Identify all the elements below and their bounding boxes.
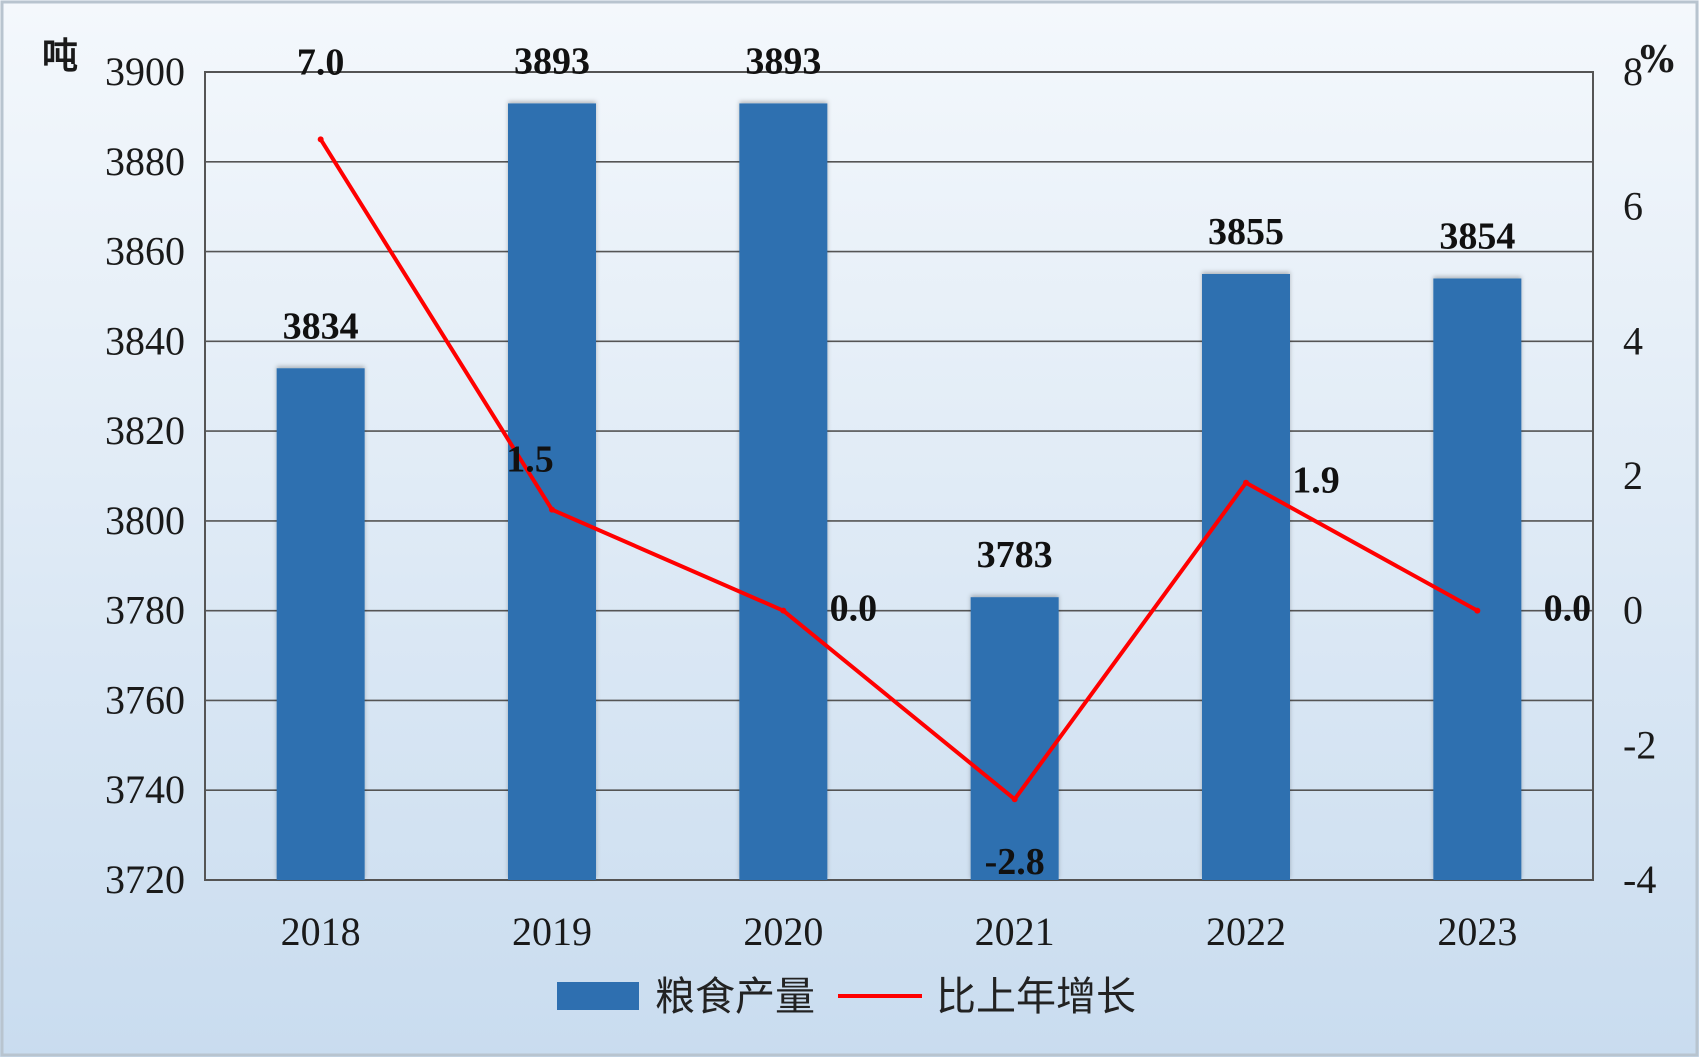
x-tick-label: 2020	[743, 909, 823, 954]
growth-point	[1243, 479, 1249, 486]
axis-labels: 3720 3740 3760 3780 3800 3820 3840 3860 3880 3900…	[105, 49, 1656, 954]
right-tick-label: -4	[1623, 857, 1656, 902]
bar-value-label: 3854	[1439, 215, 1515, 257]
bar	[739, 103, 828, 880]
legend-line-label: 比上年增长	[936, 974, 1136, 1020]
growth-point	[549, 506, 555, 513]
bar-value-label: 3834	[283, 305, 359, 347]
line-value-label: 7.0	[297, 41, 345, 83]
left-tick-label: 3860	[105, 229, 185, 274]
grid-lines	[204, 71, 1594, 881]
x-tick-label: 2022	[1206, 909, 1286, 954]
left-tick-label: 3740	[105, 767, 185, 812]
legend-bar-label: 粮食产量	[655, 974, 815, 1020]
line-series	[317, 136, 1481, 803]
x-tick-label: 2019	[512, 909, 592, 954]
bar-series	[276, 103, 1522, 880]
growth-point	[1011, 796, 1018, 803]
growth-point	[780, 607, 787, 614]
bar	[1202, 274, 1290, 880]
right-tick-label: 8	[1623, 49, 1643, 94]
left-tick-label: 3840	[105, 318, 185, 363]
right-tick-label: 4	[1623, 318, 1643, 363]
left-tick-label: 3780	[105, 588, 185, 633]
left-tick-label: 3720	[105, 857, 185, 902]
legend-bar-swatch	[557, 982, 639, 1010]
bar	[970, 597, 1059, 880]
x-tick-label: 2023	[1437, 909, 1517, 954]
line-value-label: 0.0	[1544, 588, 1592, 630]
right-tick-label: 0	[1623, 588, 1643, 633]
right-tick-label: 6	[1623, 184, 1643, 229]
right-tick-label: -2	[1623, 722, 1656, 767]
line-value-label: 1.5	[506, 439, 554, 481]
right-tick-label: 2	[1623, 453, 1643, 498]
left-axis-unit: 吨	[42, 35, 78, 77]
bar-value-label: 3783	[977, 534, 1053, 576]
left-tick-label: 3880	[105, 139, 185, 184]
growth-line	[318, 138, 1479, 802]
right-axis-unit: %	[1640, 39, 1674, 81]
bar-value-label: 3893	[745, 40, 821, 82]
growth-point	[1474, 607, 1481, 614]
line-value-label: 1.9	[1292, 460, 1340, 502]
line-value-label: 0.0	[830, 588, 878, 630]
line-value-label: -2.8	[985, 841, 1045, 883]
bar	[1433, 278, 1522, 880]
bar-value-label: 3893	[514, 40, 590, 82]
legend: 粮食产量 比上年增长	[557, 974, 1136, 1020]
left-tick-label: 3800	[105, 498, 185, 543]
growth-point	[317, 136, 324, 143]
bar	[508, 103, 596, 880]
bar-value-label: 3855	[1208, 211, 1284, 253]
left-tick-label: 3760	[105, 677, 185, 722]
left-tick-label: 3900	[105, 49, 185, 94]
bar	[276, 368, 365, 880]
data-labels: 3834 3893 3893 3783 3855 3854 7.0 1.5 0.0 -2.8 1.9…	[283, 40, 1591, 883]
left-tick-label: 3820	[105, 408, 185, 453]
x-tick-label: 2018	[281, 909, 361, 954]
x-tick-label: 2021	[975, 909, 1055, 954]
